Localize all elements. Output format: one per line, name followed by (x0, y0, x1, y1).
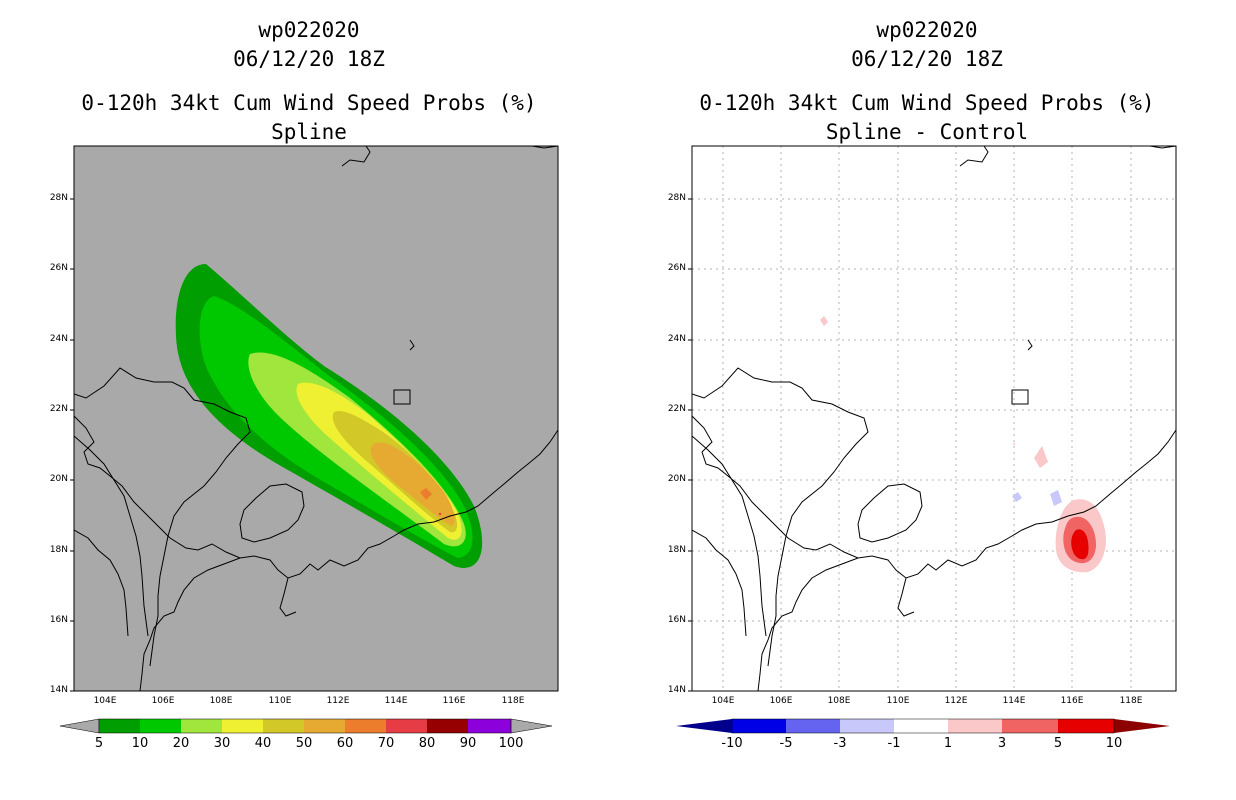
left-lon-label: 106E (151, 696, 175, 706)
right-subtitle: Spline - Control (825, 120, 1029, 144)
right-lat-label: 26N (667, 263, 686, 273)
left-lon-label: 114E (384, 696, 408, 706)
right-datetime: 06/12/20 18Z (851, 47, 1003, 71)
left-datetime: 06/12/20 18Z (233, 47, 385, 71)
left-colorbar-label: 70 (377, 736, 395, 751)
left-lon-label: 110E (268, 696, 292, 706)
left-title: 0-120h 34kt Cum Wind Speed Probs (%) (81, 91, 537, 115)
right-lat-label: 22N (667, 404, 686, 414)
left-lat-label: 28N (49, 193, 68, 203)
right-lon-label: 112E (944, 696, 968, 706)
left-lat-label: 26N (49, 263, 68, 273)
right-lat-label: 28N (667, 193, 686, 203)
right-storm-id: wp022020 (876, 18, 978, 42)
right-lon-label: 118E (1119, 696, 1143, 706)
left-storm-id: wp022020 (258, 18, 360, 42)
right-colorbar-label: 3 (997, 736, 1007, 751)
right-lat-label: 18N (667, 545, 686, 555)
left-colorbar-label: 50 (295, 736, 313, 751)
left-colorbar-label: 20 (172, 736, 190, 751)
right-lon-label: 116E (1060, 696, 1084, 706)
right-lon-label: 106E (769, 696, 793, 706)
left-lat-label: 24N (49, 334, 68, 344)
left-map (73, 145, 559, 692)
left-colorbar-label: 5 (94, 736, 104, 751)
left-lat-label: 18N (49, 545, 68, 555)
right-lat-label: 20N (667, 474, 686, 484)
right-lon-label: 110E (886, 696, 910, 706)
left-colorbar-label: 40 (254, 736, 272, 751)
left-lon-label: 108E (209, 696, 233, 706)
right-lat-label: 24N (667, 334, 686, 344)
right-lon-label: 104E (711, 696, 735, 706)
left-subtitle: Spline (271, 120, 347, 144)
right-lon-label: 114E (1002, 696, 1026, 706)
right-colorbar-label: 10 (1105, 736, 1123, 751)
left-colorbar-label: 30 (213, 736, 231, 751)
right-title: 0-120h 34kt Cum Wind Speed Probs (%) (699, 91, 1155, 115)
left-lon-label: 112E (326, 696, 350, 706)
right-lat-label: 16N (667, 615, 686, 625)
right-lon-label: 108E (827, 696, 851, 706)
left-colorbar-label: 100 (498, 736, 524, 751)
right-colorbar-label: -3 (833, 736, 847, 751)
left-colorbar-label: 80 (418, 736, 436, 751)
right-colorbar-label: -1 (887, 736, 901, 751)
right-colorbar-label: 1 (943, 736, 953, 751)
left-colorbar-label: 10 (131, 736, 149, 751)
right-colorbar-label: -5 (779, 736, 793, 751)
left-lon-label: 118E (501, 696, 525, 706)
right-lat-label: 14N (667, 685, 686, 695)
right-colorbar (676, 718, 1170, 734)
left-lon-label: 116E (442, 696, 466, 706)
left-colorbar-label: 90 (459, 736, 477, 751)
left-lat-label: 14N (49, 685, 68, 695)
right-colorbar-label: -10 (721, 736, 743, 751)
left-lat-label: 16N (49, 615, 68, 625)
left-colorbar-label: 60 (336, 736, 354, 751)
left-lon-label: 104E (93, 696, 117, 706)
right-colorbar-label: 5 (1053, 736, 1063, 751)
left-lat-label: 22N (49, 404, 68, 414)
right-map (691, 145, 1177, 692)
left-lat-label: 20N (49, 474, 68, 484)
left-colorbar (59, 718, 553, 734)
